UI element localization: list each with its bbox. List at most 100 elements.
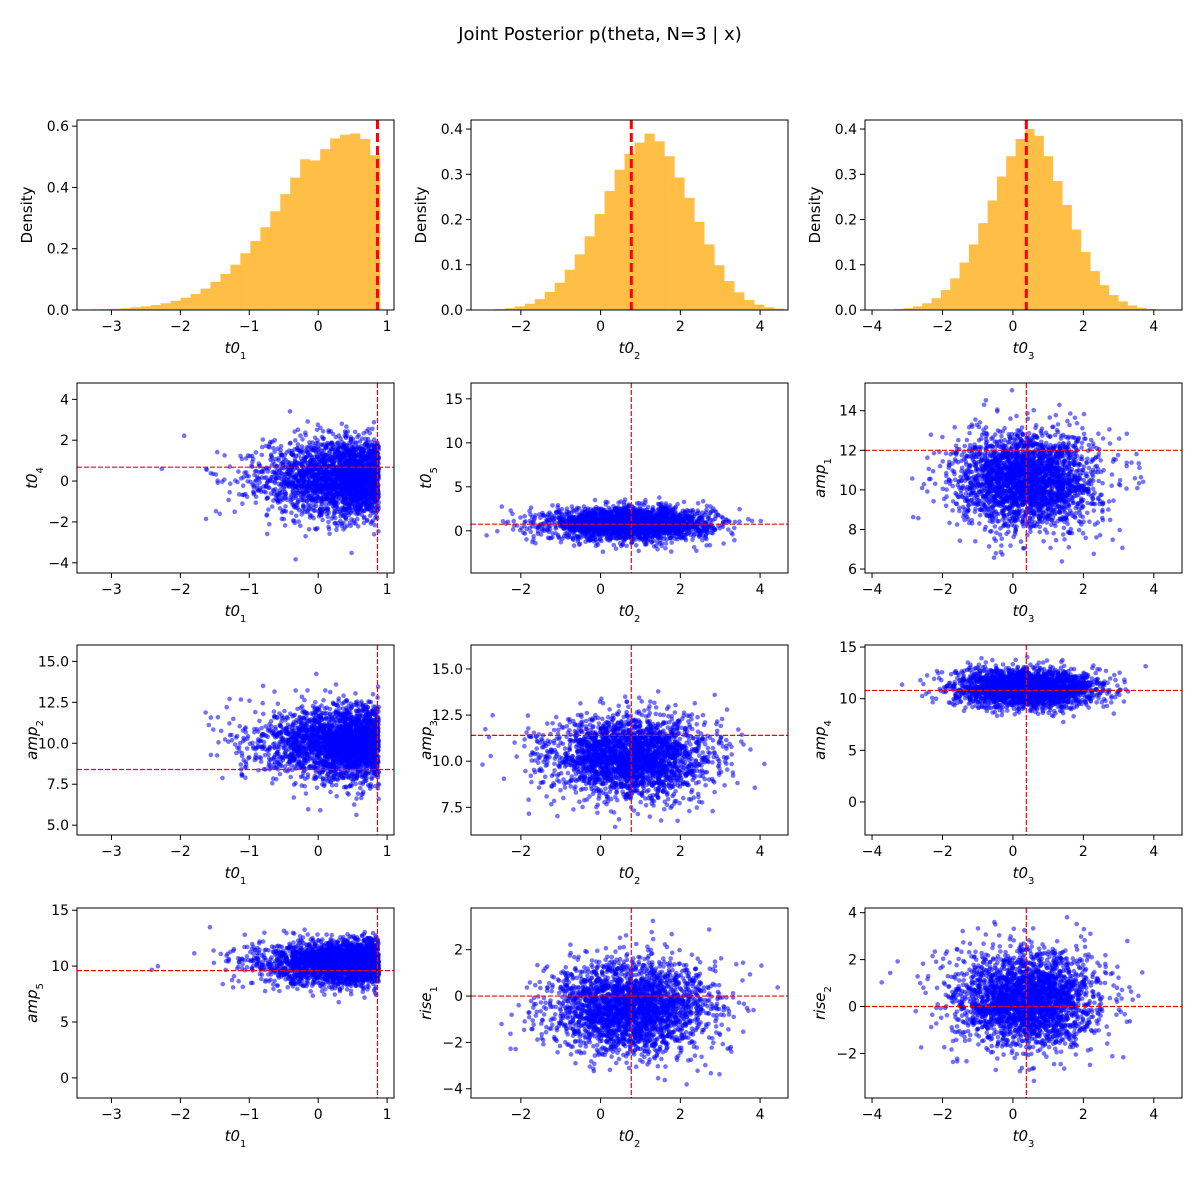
histogram-bar bbox=[1118, 301, 1128, 310]
scatter-point bbox=[522, 531, 528, 536]
scatter-point bbox=[260, 437, 266, 442]
scatter-point bbox=[215, 480, 221, 486]
histogram-bar bbox=[564, 269, 575, 310]
scatter-point bbox=[342, 429, 348, 434]
scatter-point bbox=[329, 498, 335, 503]
histogram-bar bbox=[694, 221, 705, 310]
scatter-point bbox=[260, 468, 265, 474]
histogram-bar bbox=[754, 304, 765, 310]
plot-area bbox=[77, 383, 394, 573]
scatter-point bbox=[280, 460, 286, 465]
scatter-point bbox=[328, 472, 334, 478]
scatter-point bbox=[339, 521, 345, 527]
y-tick-label: 0.2 bbox=[835, 213, 857, 229]
scatter-point bbox=[312, 472, 318, 478]
scatter-point bbox=[349, 550, 354, 556]
x-tick-label: 4 bbox=[756, 319, 765, 335]
scatter-point bbox=[341, 443, 347, 449]
scatter-point bbox=[292, 429, 298, 434]
axes-frame bbox=[864, 119, 1183, 311]
scatter-point bbox=[329, 516, 335, 521]
y-tick-label: 0.4 bbox=[441, 122, 463, 138]
scatter-point bbox=[356, 483, 362, 489]
scatter-point bbox=[643, 497, 648, 503]
scatter-point bbox=[293, 505, 299, 510]
scatter-point bbox=[283, 491, 288, 497]
scatter-point bbox=[325, 514, 331, 519]
histogram-bar bbox=[300, 159, 311, 310]
scatter-point bbox=[336, 465, 342, 471]
scatter-point bbox=[576, 506, 582, 511]
scatter-point bbox=[268, 452, 274, 458]
scatter-point bbox=[370, 426, 375, 432]
histogram-bar bbox=[1080, 252, 1091, 310]
histogram-bar bbox=[1024, 129, 1035, 310]
scatter-points bbox=[159, 409, 382, 562]
x-tick-label: 1 bbox=[383, 582, 392, 598]
y-tick-label: 0.4 bbox=[835, 122, 857, 138]
scatter-point bbox=[311, 515, 316, 521]
scatter-point bbox=[278, 447, 283, 453]
scatter-point bbox=[253, 450, 259, 455]
scatter-point bbox=[284, 480, 290, 485]
histogram-bar bbox=[250, 241, 261, 310]
scatter-point bbox=[283, 509, 289, 514]
scatter-point bbox=[333, 470, 339, 476]
scatter-point bbox=[303, 506, 308, 512]
scatter-point bbox=[300, 508, 305, 514]
y-tick-label: 0.1 bbox=[835, 258, 857, 274]
scatter-point bbox=[245, 453, 251, 458]
histogram-bar bbox=[270, 211, 281, 310]
scatter-point bbox=[315, 438, 320, 443]
scatter-point bbox=[364, 496, 370, 502]
scatter-point bbox=[758, 518, 764, 524]
scatter-point bbox=[369, 439, 374, 445]
histogram-bar bbox=[744, 300, 755, 310]
scatter-point bbox=[273, 486, 278, 492]
y-tick-label: −2 bbox=[48, 515, 69, 531]
scatter-point bbox=[347, 477, 352, 483]
scatter-point bbox=[341, 447, 347, 453]
scatter-point bbox=[300, 483, 306, 489]
histogram-bar bbox=[996, 176, 1007, 310]
scatter-point bbox=[312, 484, 317, 490]
scatter-point bbox=[250, 482, 255, 487]
scatter-point bbox=[546, 524, 552, 529]
scatter-point bbox=[373, 498, 379, 503]
scatter-point bbox=[322, 486, 328, 491]
histogram-bar bbox=[644, 133, 655, 310]
scatter-point bbox=[749, 518, 755, 524]
scatter-point bbox=[535, 531, 541, 536]
scatter-point bbox=[337, 475, 343, 481]
scatter-point bbox=[283, 471, 289, 477]
scatter-point bbox=[356, 524, 361, 529]
scatter-point bbox=[348, 436, 354, 442]
scatter-point bbox=[690, 537, 695, 542]
scatter-point bbox=[240, 483, 246, 489]
scatter-point bbox=[278, 453, 284, 458]
scatter-point bbox=[298, 433, 303, 438]
scatter-point bbox=[344, 424, 349, 429]
scatter-point bbox=[308, 453, 313, 458]
scatter-point bbox=[271, 445, 276, 451]
histogram-bar bbox=[110, 308, 121, 310]
scatter-point bbox=[636, 500, 642, 506]
scatter-point bbox=[306, 488, 311, 493]
scatter-point bbox=[594, 540, 600, 545]
scatter-point bbox=[288, 495, 293, 500]
scatter-point bbox=[303, 534, 308, 539]
scatter-point bbox=[364, 490, 370, 496]
scatter-point bbox=[262, 475, 267, 481]
scatter-point bbox=[282, 452, 288, 458]
scatter-point bbox=[518, 515, 523, 520]
scatter-point bbox=[657, 495, 662, 500]
scatter-point bbox=[327, 484, 332, 490]
scatter-point bbox=[681, 499, 687, 505]
scatter-point bbox=[311, 457, 317, 463]
scatter-point bbox=[366, 479, 371, 484]
scatter-point bbox=[700, 510, 705, 515]
scatter-point bbox=[283, 504, 288, 509]
scatter-point bbox=[313, 503, 319, 509]
histogram-bar bbox=[940, 290, 951, 310]
